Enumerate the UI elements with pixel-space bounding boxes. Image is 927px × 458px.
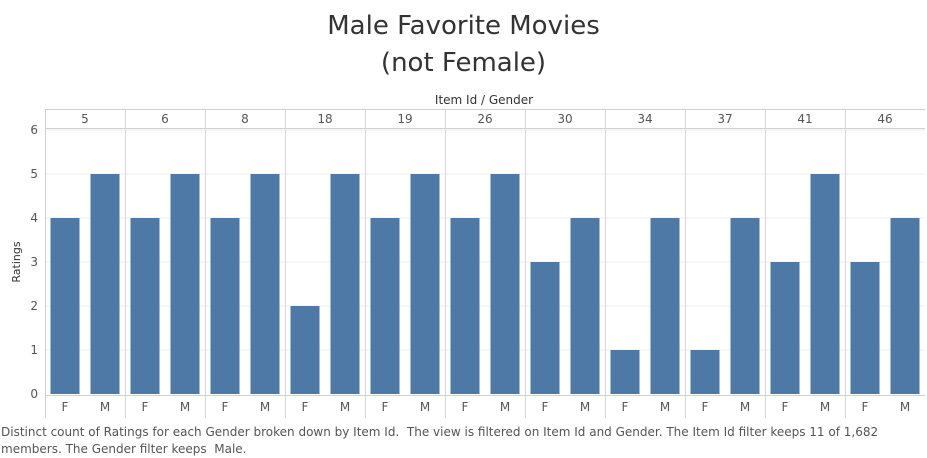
chart-title-line-2: (not Female) <box>380 48 547 78</box>
category-label: M <box>340 400 350 414</box>
bar <box>530 262 560 394</box>
category-label: M <box>820 400 830 414</box>
category-label: F <box>222 400 229 414</box>
group-label: 41 <box>797 112 812 126</box>
category-label: F <box>302 400 309 414</box>
bar <box>210 218 240 394</box>
chart-title-line-1: Male Favorite Movies <box>327 11 600 41</box>
category-label: F <box>62 400 69 414</box>
category-label: M <box>740 400 750 414</box>
category-label: F <box>382 400 389 414</box>
group-label: 19 <box>397 112 412 126</box>
category-label: M <box>180 400 190 414</box>
chart-caption: Distinct count of Ratings for each Gende… <box>1 425 882 456</box>
bar <box>330 174 360 394</box>
category-label: F <box>462 400 469 414</box>
y-axis-label: Ratings <box>10 241 23 282</box>
category-label: F <box>142 400 149 414</box>
bar <box>490 174 520 394</box>
bar <box>810 174 840 394</box>
bar <box>90 174 120 394</box>
category-label: F <box>702 400 709 414</box>
y-tick-label: 5 <box>30 167 38 181</box>
bar <box>250 174 280 394</box>
category-label: M <box>100 400 110 414</box>
bar <box>570 218 600 394</box>
bar <box>170 174 200 394</box>
group-label: 30 <box>557 112 572 126</box>
group-label: 34 <box>637 112 652 126</box>
group-label: 46 <box>877 112 892 126</box>
y-tick-label: 4 <box>30 211 38 225</box>
group-label: 6 <box>161 112 169 126</box>
bar <box>610 350 640 394</box>
bar <box>770 262 800 394</box>
category-label: M <box>900 400 910 414</box>
bar <box>650 218 680 394</box>
group-label: 26 <box>477 112 492 126</box>
bar <box>730 218 760 394</box>
category-label: M <box>420 400 430 414</box>
category-label: F <box>862 400 869 414</box>
y-tick-label: 1 <box>30 343 38 357</box>
y-tick-label: 0 <box>30 387 38 401</box>
category-label: F <box>542 400 549 414</box>
category-label: F <box>622 400 629 414</box>
bar <box>410 174 440 394</box>
category-label: M <box>580 400 590 414</box>
bar <box>130 218 160 394</box>
bar <box>450 218 480 394</box>
category-label: M <box>660 400 670 414</box>
bar <box>850 262 880 394</box>
group-label: 8 <box>241 112 249 126</box>
category-label: F <box>782 400 789 414</box>
y-tick-label: 3 <box>30 255 38 269</box>
group-label: 18 <box>317 112 332 126</box>
y-tick-label: 6 <box>30 123 38 137</box>
category-label: M <box>500 400 510 414</box>
bar <box>290 306 320 394</box>
bar <box>370 218 400 394</box>
bar <box>50 218 80 394</box>
group-label: 37 <box>717 112 732 126</box>
bar <box>690 350 720 394</box>
bar <box>890 218 920 394</box>
group-label: 5 <box>81 112 89 126</box>
y-tick-label: 2 <box>30 299 38 313</box>
category-label: M <box>260 400 270 414</box>
header-label: Item Id / Gender <box>435 93 533 107</box>
